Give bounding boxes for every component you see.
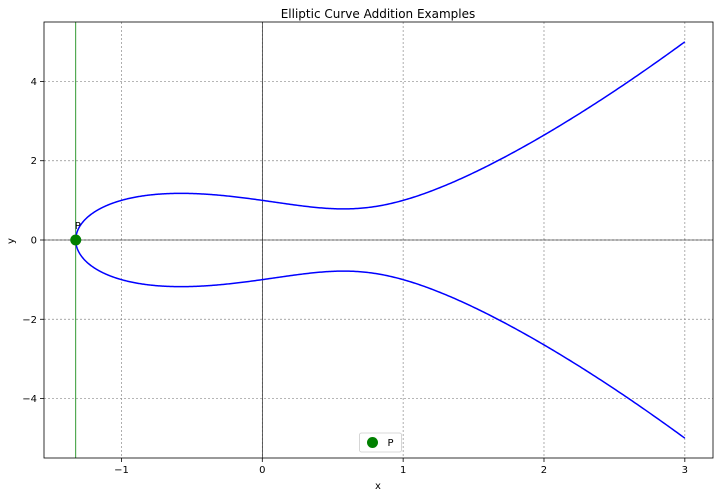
y-tick-label: 4 (31, 77, 37, 88)
x-axis-ticks: −1 0 1 2 3 (114, 458, 688, 476)
curve-upper-branch (74, 41, 686, 240)
y-tick-label: 2 (31, 156, 37, 167)
x-tick-label: 3 (682, 465, 688, 476)
y-tick-label: −4 (22, 394, 37, 405)
point-marker (70, 234, 82, 246)
x-tick-label: 0 (259, 465, 265, 476)
x-tick-label: 1 (400, 465, 406, 476)
plot-area: P (43, 21, 714, 459)
legend-label: P (388, 438, 394, 449)
y-axis-ticks: −4 −2 0 2 4 (22, 77, 44, 405)
y-tick-label: −2 (22, 315, 37, 326)
y-axis-label: y (6, 238, 17, 244)
curve-lower-branch (74, 240, 686, 439)
legend: P (359, 432, 402, 453)
point-label: P (75, 221, 81, 232)
chart-title: Elliptic Curve Addition Examples (281, 7, 476, 21)
x-tick-label: −1 (114, 465, 129, 476)
legend-box (359, 432, 402, 453)
legend-marker (367, 437, 378, 448)
x-axis-label: x (375, 481, 381, 492)
y-tick-label: 0 (31, 236, 37, 247)
x-tick-label: 2 (541, 465, 547, 476)
